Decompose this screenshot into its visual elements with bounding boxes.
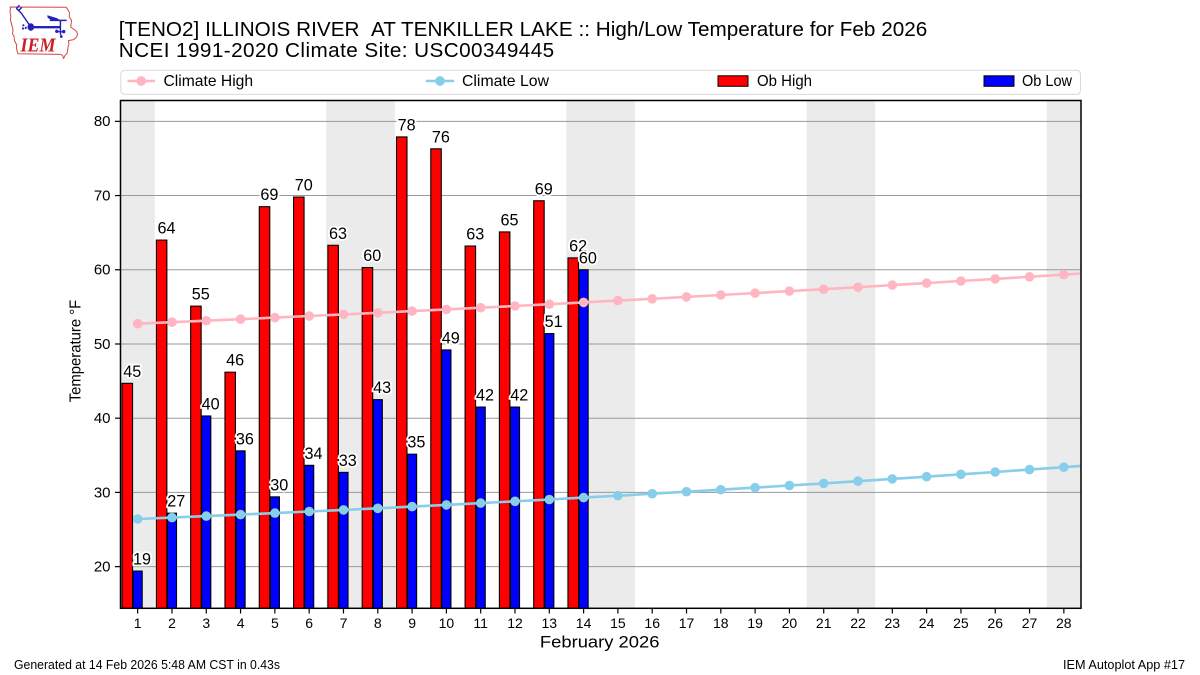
- svg-text:12: 12: [507, 615, 523, 631]
- svg-text:30: 30: [94, 484, 111, 501]
- svg-text:69: 69: [260, 186, 278, 204]
- svg-text:Generated at 14 Feb 2026 5:48: Generated at 14 Feb 2026 5:48 AM CST in …: [14, 657, 280, 672]
- svg-text:70: 70: [295, 177, 313, 195]
- svg-text:60: 60: [94, 262, 111, 279]
- svg-text:1: 1: [134, 615, 142, 631]
- svg-text:80: 80: [94, 113, 111, 130]
- svg-text:40: 40: [94, 410, 111, 427]
- svg-text:27: 27: [1022, 615, 1038, 631]
- svg-text:Climate Low: Climate Low: [462, 73, 550, 90]
- svg-text:63: 63: [329, 225, 347, 243]
- svg-text:20: 20: [782, 615, 798, 631]
- svg-text:Ob High: Ob High: [757, 73, 812, 90]
- svg-text:9: 9: [408, 615, 416, 631]
- svg-text:23: 23: [885, 615, 901, 631]
- svg-text:33: 33: [339, 452, 357, 470]
- svg-text:Climate High: Climate High: [164, 73, 254, 90]
- svg-text:55: 55: [192, 286, 210, 304]
- svg-text:49: 49: [442, 329, 460, 347]
- svg-text:62: 62: [569, 237, 587, 255]
- svg-text:60: 60: [579, 249, 597, 267]
- svg-text:70: 70: [94, 188, 111, 205]
- svg-text:51: 51: [545, 313, 563, 331]
- svg-text:10: 10: [439, 615, 455, 631]
- svg-text:8: 8: [374, 615, 382, 631]
- svg-text:76: 76: [432, 128, 450, 146]
- svg-text:36: 36: [236, 430, 254, 448]
- svg-text:78: 78: [398, 116, 416, 134]
- svg-text:42: 42: [510, 387, 528, 405]
- svg-text:February 2026: February 2026: [540, 633, 660, 652]
- svg-text:[TENO2] ILLINOIS RIVER AT TEN: [TENO2] ILLINOIS RIVER AT TENKILLER LAKE…: [119, 18, 928, 41]
- svg-text:60: 60: [363, 247, 381, 265]
- svg-text:NCEI 1991-2020 Climate Site: U: NCEI 1991-2020 Climate Site: USC00349445: [119, 39, 555, 62]
- svg-text:24: 24: [919, 615, 935, 631]
- svg-text:2: 2: [168, 615, 176, 631]
- svg-text:25: 25: [953, 615, 969, 631]
- svg-text:69: 69: [535, 180, 553, 198]
- svg-text:Temperature °F: Temperature °F: [68, 300, 85, 403]
- svg-text:4: 4: [237, 615, 245, 631]
- svg-text:Ob Low: Ob Low: [1022, 73, 1073, 90]
- svg-text:35: 35: [407, 434, 425, 452]
- svg-text:13: 13: [542, 615, 558, 631]
- svg-text:19: 19: [747, 615, 763, 631]
- svg-text:15: 15: [610, 615, 626, 631]
- svg-text:63: 63: [466, 226, 484, 244]
- svg-text:6: 6: [305, 615, 313, 631]
- svg-text:18: 18: [713, 615, 729, 631]
- svg-text:34: 34: [304, 445, 322, 463]
- svg-text:5: 5: [271, 615, 279, 631]
- svg-text:28: 28: [1056, 615, 1072, 631]
- svg-text:7: 7: [340, 615, 348, 631]
- svg-text:64: 64: [157, 220, 175, 238]
- svg-text:IEM: IEM: [20, 34, 57, 56]
- svg-text:42: 42: [476, 387, 494, 405]
- svg-text:50: 50: [94, 336, 111, 353]
- svg-text:43: 43: [373, 379, 391, 397]
- svg-text:21: 21: [816, 615, 832, 631]
- svg-text:40: 40: [202, 396, 220, 414]
- svg-text:20: 20: [94, 559, 111, 576]
- svg-text:IEM Autoplot App #17: IEM Autoplot App #17: [1063, 657, 1185, 672]
- svg-text:22: 22: [850, 615, 866, 631]
- svg-text:19: 19: [133, 551, 151, 569]
- svg-text:46: 46: [226, 352, 244, 370]
- svg-text:16: 16: [644, 615, 660, 631]
- svg-text:17: 17: [679, 615, 695, 631]
- svg-text:3: 3: [202, 615, 210, 631]
- svg-text:26: 26: [987, 615, 1003, 631]
- svg-text:27: 27: [167, 493, 185, 511]
- svg-text:45: 45: [123, 363, 141, 381]
- svg-text:30: 30: [270, 476, 288, 494]
- svg-text:14: 14: [576, 615, 592, 631]
- svg-text:65: 65: [500, 211, 518, 229]
- svg-text:11: 11: [473, 615, 488, 631]
